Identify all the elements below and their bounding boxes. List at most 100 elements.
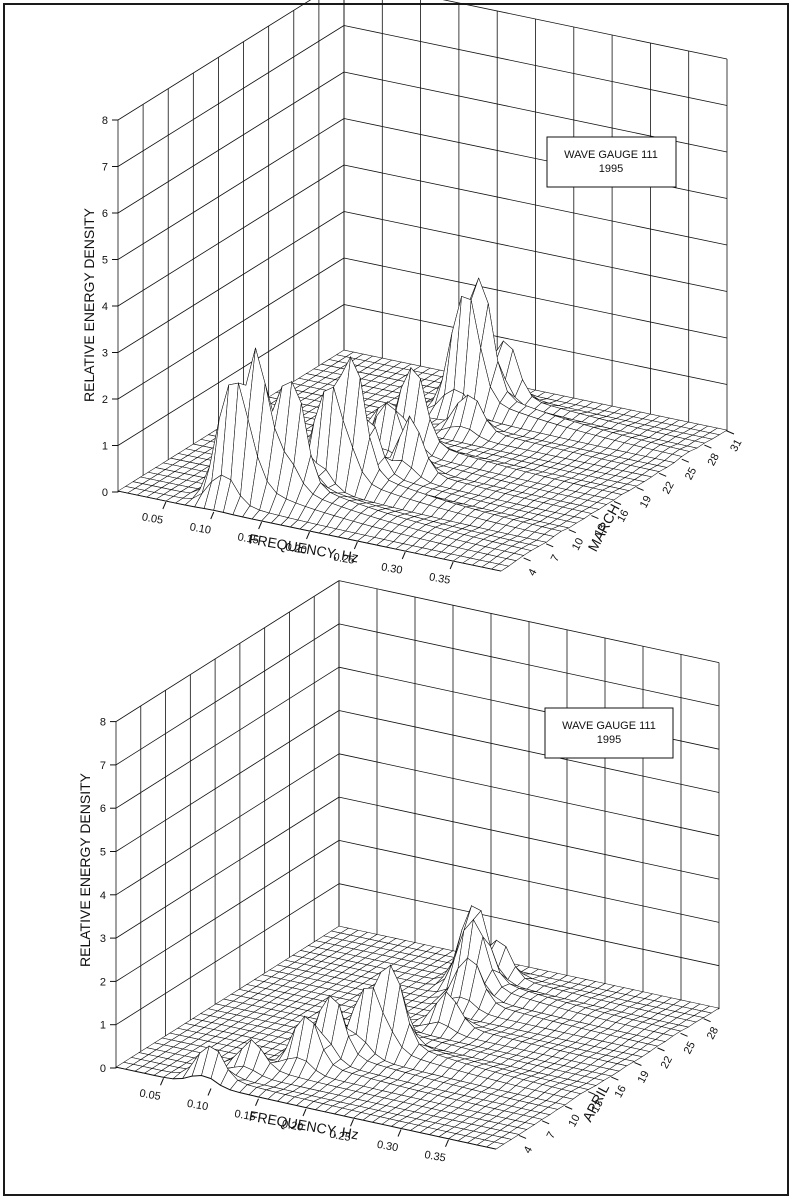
- chart-april: 0 1 2 3 4 5 6 7 8 0.05 0.10 0.15 0.20 0.25 0.30 0.35 4…: [77, 580, 721, 1165]
- left-wall-grid-line: [115, 883, 340, 1026]
- back-wall-grid-line: [442, 0, 728, 60]
- x-tick-label: 0.20: [284, 541, 307, 557]
- x-tick-label: 0.35: [428, 571, 451, 587]
- x-tick-label: 0.10: [189, 521, 212, 537]
- x-tick-mark: [207, 1088, 212, 1096]
- z-tick-label: 7: [100, 760, 106, 772]
- left-wall-grid-line: [115, 840, 340, 982]
- z-tick-label: 6: [102, 208, 108, 220]
- surface-front-edge: [117, 490, 502, 572]
- chart-march-box-year: 1995: [599, 163, 623, 175]
- y-tick-label: 4: [522, 1144, 535, 1155]
- x-tick-mark: [397, 1129, 402, 1137]
- left-wall-grid-line: [117, 211, 345, 353]
- y-tick-label: 22: [660, 480, 676, 496]
- left-wall-grid-line: [117, 257, 345, 400]
- left-wall-grid-line: [115, 666, 340, 809]
- back-wall-grid-line: [343, 211, 728, 292]
- left-wall-grid-line: [117, 118, 345, 260]
- x-tick-label: 0.30: [380, 561, 403, 577]
- z-tick-label: 8: [100, 717, 106, 729]
- z-tick-label: 2: [102, 394, 108, 406]
- x-tick-label: 0.15: [237, 531, 260, 547]
- chart-april-box-year: 1995: [597, 734, 621, 746]
- back-wall-grid-line: [343, 304, 728, 385]
- left-wall-grid-line: [115, 623, 340, 766]
- z-tick-label: 5: [102, 255, 108, 267]
- x-tick-label: 0.30: [376, 1139, 399, 1155]
- chart-march: 0 1 2 3 4 5 6 7 8 0.05 0.10 0.15 0.20 0.25 0.30 0.35 4…: [81, 0, 745, 587]
- y-tick-label: 7: [549, 553, 562, 564]
- y-tick-label: 28: [706, 451, 722, 467]
- x-tick-label: 0.20: [281, 1118, 304, 1134]
- y-tick-mark: [591, 515, 599, 520]
- y-tick-label: 22: [659, 1054, 675, 1070]
- x-tick-label: 0.35: [423, 1149, 446, 1165]
- z-tick-label: 2: [100, 976, 106, 988]
- chart-april-box-title: WAVE GAUGE 111: [562, 720, 656, 732]
- chart-march-surface: [117, 277, 728, 572]
- chart-april-x-ticks: 0.05 0.10 0.15 0.20 0.25 0.30 0.35: [138, 1078, 449, 1165]
- y-tick-mark: [726, 430, 735, 435]
- x-tick-mark: [353, 541, 358, 550]
- y-tick-mark: [704, 444, 712, 449]
- z-tick-label: 0: [102, 487, 108, 499]
- z-tick-label: 1: [102, 441, 108, 453]
- y-tick-label: 25: [682, 1040, 698, 1056]
- z-tick-label: 7: [102, 162, 108, 174]
- y-tick-mark: [518, 1134, 527, 1139]
- x-tick-label: 0.05: [138, 1088, 161, 1104]
- z-tick-label: 4: [102, 301, 108, 313]
- x-tick-mark: [210, 511, 215, 520]
- z-tick-label: 3: [100, 933, 106, 945]
- x-tick-label: 0.10: [186, 1098, 209, 1114]
- chart-march-legend-box: WAVE GAUGE 111 1995: [546, 136, 677, 188]
- back-wall-grid-line: [343, 25, 728, 106]
- chart-march-x-ticks: 0.05 0.10 0.15 0.20 0.25 0.30 0.35: [141, 501, 454, 587]
- back-wall-grid-line: [343, 164, 728, 246]
- z-tick-label: 1: [100, 1020, 106, 1032]
- back-wall-grid-line: [338, 580, 720, 663]
- y-tick-mark: [565, 1105, 573, 1110]
- z-tick-label: 6: [100, 803, 106, 815]
- chart-march-z-ticks: 0 1 2 3 4 5 6 7 8: [102, 115, 118, 499]
- y-tick-mark: [541, 1120, 550, 1125]
- y-tick-mark: [546, 543, 554, 548]
- chart-march-z-axis-label: RELATIVE ENERGY DENSITY: [81, 207, 97, 402]
- left-wall-grid-line: [117, 0, 312, 121]
- y-tick-mark: [611, 1076, 619, 1081]
- left-wall-grid-line: [115, 580, 340, 722]
- y-tick-label: 13: [593, 522, 609, 538]
- y-tick-label: 16: [615, 508, 631, 524]
- chart-april-y-ticks: 47 10 13 16 19 22 25 28: [518, 1018, 721, 1156]
- x-tick-mark: [255, 1098, 259, 1106]
- back-wall-grid-line: [338, 753, 720, 837]
- y-tick-label: 28: [705, 1025, 721, 1041]
- y-tick-label: 25: [683, 466, 699, 482]
- surface-front-edge: [115, 1066, 497, 1150]
- y-tick-mark: [636, 486, 644, 491]
- y-tick-mark: [568, 529, 576, 534]
- left-wall-grid-line: [115, 796, 340, 939]
- y-tick-mark: [523, 557, 531, 562]
- x-tick-label: 0.15: [233, 1108, 256, 1124]
- x-tick-label: 0.25: [332, 551, 355, 567]
- x-tick-label: 0.25: [328, 1129, 351, 1145]
- y-tick-label: 13: [589, 1098, 605, 1114]
- chart-april-z-ticks: 0 1 2 3 4 5 6 7 8: [100, 717, 116, 1075]
- chart-april-surface: [115, 904, 720, 1150]
- y-tick-mark: [659, 472, 667, 477]
- x-tick-mark: [449, 561, 454, 570]
- y-tick-mark: [680, 1032, 688, 1037]
- chart-march-y-ticks: 47 10 13 16 19 22 25 28 31: [523, 430, 745, 578]
- y-tick-mark: [634, 1062, 642, 1066]
- y-tick-label: 4: [526, 567, 539, 578]
- z-tick-label: 0: [100, 1063, 106, 1075]
- y-tick-mark: [657, 1047, 665, 1052]
- z-tick-label: 3: [102, 348, 108, 360]
- y-tick-label: 10: [570, 536, 586, 552]
- chart-march-box-title: WAVE GAUGE 111: [564, 149, 658, 161]
- back-wall-grid-line: [338, 796, 720, 880]
- back-wall-grid-line: [338, 883, 720, 967]
